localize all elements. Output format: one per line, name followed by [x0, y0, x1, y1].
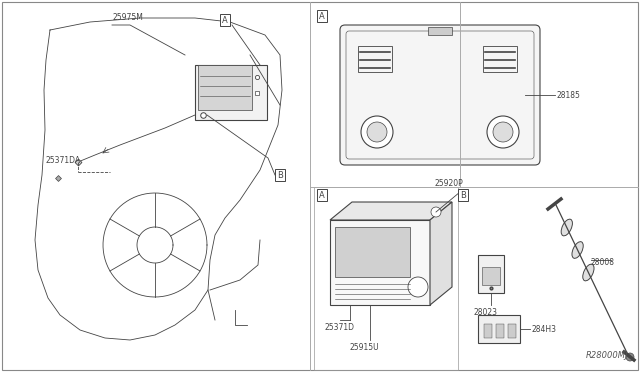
- Ellipse shape: [561, 219, 572, 236]
- Text: 25371D: 25371D: [325, 323, 355, 332]
- Text: 28185: 28185: [557, 90, 581, 99]
- Circle shape: [408, 277, 428, 297]
- Ellipse shape: [583, 264, 594, 281]
- Text: 28023: 28023: [474, 308, 498, 317]
- Circle shape: [431, 207, 441, 217]
- Text: R28000MJ: R28000MJ: [586, 351, 628, 360]
- Polygon shape: [430, 202, 452, 305]
- Bar: [482, 267, 500, 285]
- Text: A: A: [319, 12, 325, 20]
- Circle shape: [361, 116, 393, 148]
- Text: 284H3: 284H3: [532, 324, 557, 334]
- Bar: [483, 46, 517, 72]
- Circle shape: [493, 122, 513, 142]
- Bar: [314, 187, 458, 370]
- Bar: [358, 46, 392, 72]
- Text: B: B: [460, 190, 466, 199]
- Text: A: A: [222, 16, 228, 25]
- Circle shape: [626, 353, 634, 361]
- Text: A: A: [319, 190, 325, 199]
- FancyBboxPatch shape: [340, 25, 540, 165]
- Bar: [428, 27, 452, 35]
- Text: B: B: [277, 170, 283, 180]
- Polygon shape: [330, 202, 452, 220]
- Ellipse shape: [572, 242, 583, 258]
- Circle shape: [367, 122, 387, 142]
- Bar: [195, 65, 267, 120]
- Bar: [478, 315, 520, 343]
- Bar: [330, 220, 430, 305]
- Bar: [496, 324, 504, 338]
- Bar: [478, 255, 504, 293]
- Text: 25975M: 25975M: [112, 13, 143, 22]
- Bar: [484, 324, 492, 338]
- Circle shape: [487, 116, 519, 148]
- Text: 25920P: 25920P: [435, 179, 464, 188]
- Bar: [335, 227, 410, 277]
- Text: 28008: 28008: [591, 258, 615, 267]
- Text: 25915U: 25915U: [350, 343, 380, 352]
- Text: 25371DA: 25371DA: [45, 156, 80, 165]
- Bar: [508, 324, 516, 338]
- Bar: [198, 65, 252, 110]
